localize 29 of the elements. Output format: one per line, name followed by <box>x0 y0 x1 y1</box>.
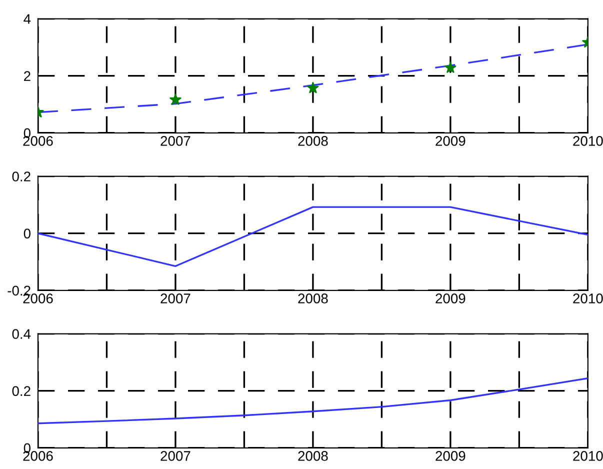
y-tick-label: -0.2 <box>8 286 30 296</box>
x-tick-label: 2010 <box>573 136 603 146</box>
y-tick-label: 0.4 <box>12 329 31 339</box>
line-series <box>38 377 588 424</box>
x-tick-label: 2010 <box>573 451 603 461</box>
x-tick-label: 2007 <box>160 294 190 304</box>
x-tick-label: 2009 <box>436 294 466 304</box>
y-tick-label: 0.2 <box>12 386 30 396</box>
x-tick-label: 2006 <box>23 294 53 304</box>
x-tick-label: 2009 <box>436 451 466 461</box>
y-tick-label: 0 <box>24 228 30 238</box>
x-tick-label: 2009 <box>436 136 466 146</box>
x-tick-label: 2006 <box>23 451 53 461</box>
x-tick-label: 2008 <box>298 136 328 146</box>
point <box>170 94 182 105</box>
x-tick-label: 2008 <box>298 294 328 304</box>
point <box>307 82 319 94</box>
x-tick-label: 2007 <box>160 136 190 146</box>
point <box>444 62 456 73</box>
y-tick-label: 0.2 <box>12 172 30 182</box>
x-tick-label: 2007 <box>160 451 190 461</box>
y-tick-label: 0 <box>24 443 30 454</box>
y-tick-label: 4 <box>24 14 31 24</box>
x-tick-label: 2006 <box>23 136 53 146</box>
y-tick-label: 2 <box>24 71 30 81</box>
x-tick-label: 2010 <box>573 294 603 304</box>
line-series <box>38 206 588 267</box>
x-tick-label: 2008 <box>298 451 328 461</box>
y-tick-label: 0 <box>24 128 30 138</box>
